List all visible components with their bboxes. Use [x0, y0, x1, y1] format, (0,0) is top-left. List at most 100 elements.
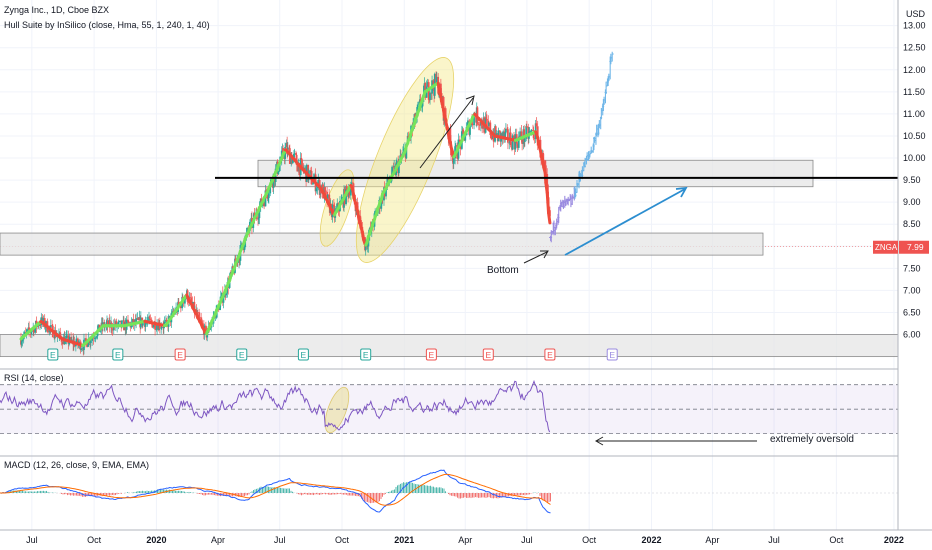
macd-histogram-bar [374, 493, 376, 503]
symbol-title[interactable]: Zynga Inc., 1D, Cboe BZX [4, 5, 109, 15]
price-tick-label: 6.00 [903, 330, 921, 340]
macd-histogram-bar [505, 493, 506, 497]
macd-histogram-bar [469, 493, 470, 498]
earnings-marker[interactable]: E [236, 348, 248, 361]
candle-body [519, 131, 522, 137]
macd-line [0, 469, 551, 514]
candle-body [449, 128, 452, 142]
macd-histogram-bar [439, 487, 440, 493]
candle-body [152, 324, 155, 328]
macd-histogram-bar [302, 493, 304, 495]
macd-histogram-bar [356, 493, 358, 497]
macd-histogram-bar [494, 493, 496, 498]
macd-histogram-bar [335, 493, 337, 495]
macd-histogram-bar [185, 492, 187, 493]
macd-histogram-bar [116, 493, 118, 495]
earnings-badge [606, 348, 618, 361]
earnings-marker[interactable]: E [544, 348, 556, 361]
time-axis[interactable]: Jul Oct 2020 Apr Jul Oct 2021 Apr Jul Oct 2022 Apr J… [26, 535, 904, 545]
macd-histogram-bar [157, 489, 158, 493]
macd-histogram-bar [182, 491, 184, 493]
macd-histogram-bar [523, 493, 524, 495]
earnings-marker[interactable]: E [606, 348, 618, 361]
arrow-rally [419, 97, 474, 169]
zone-box [0, 232, 764, 256]
candle-body [293, 153, 296, 155]
candle-body [117, 321, 120, 325]
macd-histogram-bar [449, 493, 451, 496]
candle-body [26, 329, 28, 332]
macd-histogram-bar [32, 491, 34, 493]
macd-histogram-bar [491, 493, 493, 499]
earnings-marker[interactable]: E [425, 348, 437, 361]
candle-body [89, 338, 91, 344]
svg-text:ZNGA: ZNGA [875, 243, 898, 252]
earnings-marker[interactable]: E [174, 348, 186, 361]
candle-body [155, 329, 158, 331]
macd-histogram-bar [38, 491, 40, 493]
macd-histogram-bar [253, 490, 254, 493]
candle-body [200, 319, 203, 322]
candle-body [462, 129, 465, 135]
macd-histogram-bar [542, 493, 544, 501]
candle-body [97, 324, 100, 330]
price-axis-background [898, 0, 932, 530]
candle-body [42, 318, 45, 323]
earnings-marker[interactable]: E [47, 348, 59, 361]
macd-histogram-bar [113, 493, 115, 496]
indicator-title[interactable]: Hull Suite by InSilico (close, Hma, 55, … [4, 20, 210, 30]
candle-body [513, 135, 515, 140]
candle-body [44, 326, 47, 328]
price-tick-label: 13.00 [903, 21, 926, 31]
candle-body [165, 319, 168, 322]
macd-histogram-bar [377, 493, 379, 503]
macd-histogram-bar [140, 491, 142, 493]
rsi-title[interactable]: RSI (14, close) [4, 373, 64, 383]
macd-histogram-bar [205, 493, 206, 496]
macd-histogram-bar [328, 493, 329, 495]
macd-histogram-bar [203, 493, 205, 496]
macd-histogram-bar [112, 493, 113, 495]
earnings-marker[interactable]: E [112, 348, 124, 361]
macd-histogram-bar [470, 493, 472, 499]
candle-body [267, 197, 270, 199]
macd-histogram-bar [311, 493, 313, 495]
earnings-marker[interactable]: E [482, 348, 494, 361]
candle-body [546, 174, 549, 185]
earnings-marker[interactable]: E [297, 348, 309, 361]
macd-histogram-bar [133, 492, 134, 493]
candle-body [494, 126, 497, 137]
macd-histogram-bar [497, 493, 499, 499]
macd-histogram-bar [275, 487, 277, 493]
macd-histogram-bar [529, 493, 530, 495]
candle-body [28, 327, 31, 331]
macd-histogram-bar [337, 493, 338, 495]
macd-title[interactable]: MACD (12, 26, close, 9, EMA, EMA) [4, 460, 149, 470]
earnings-marker[interactable]: E [360, 348, 372, 361]
macd-histogram-bar [476, 493, 478, 498]
signal-line [0, 473, 551, 506]
macd-histogram-bar [340, 493, 341, 494]
candle-body [277, 171, 280, 174]
macd-histogram-bar [362, 493, 364, 501]
candle-body [85, 338, 87, 342]
candle-body [94, 337, 97, 339]
candle-body [127, 319, 129, 322]
macd-histogram-bar [488, 493, 490, 498]
macd-histogram-bar [290, 490, 292, 493]
candle-body [416, 106, 419, 108]
macd-histogram-bar [442, 488, 443, 493]
macd-histogram-bar [19, 490, 20, 493]
candle-body [498, 130, 501, 132]
macd-histogram-bar [371, 493, 373, 503]
macd-histogram-bar [389, 491, 391, 493]
time-tick-label: Apr [705, 535, 719, 545]
macd-histogram-bar [161, 489, 163, 493]
candle-body [402, 149, 405, 153]
candle-body [288, 147, 291, 149]
macd-histogram-bar [401, 483, 403, 493]
macd-histogram-bar [281, 488, 283, 493]
candle-body [359, 215, 362, 221]
